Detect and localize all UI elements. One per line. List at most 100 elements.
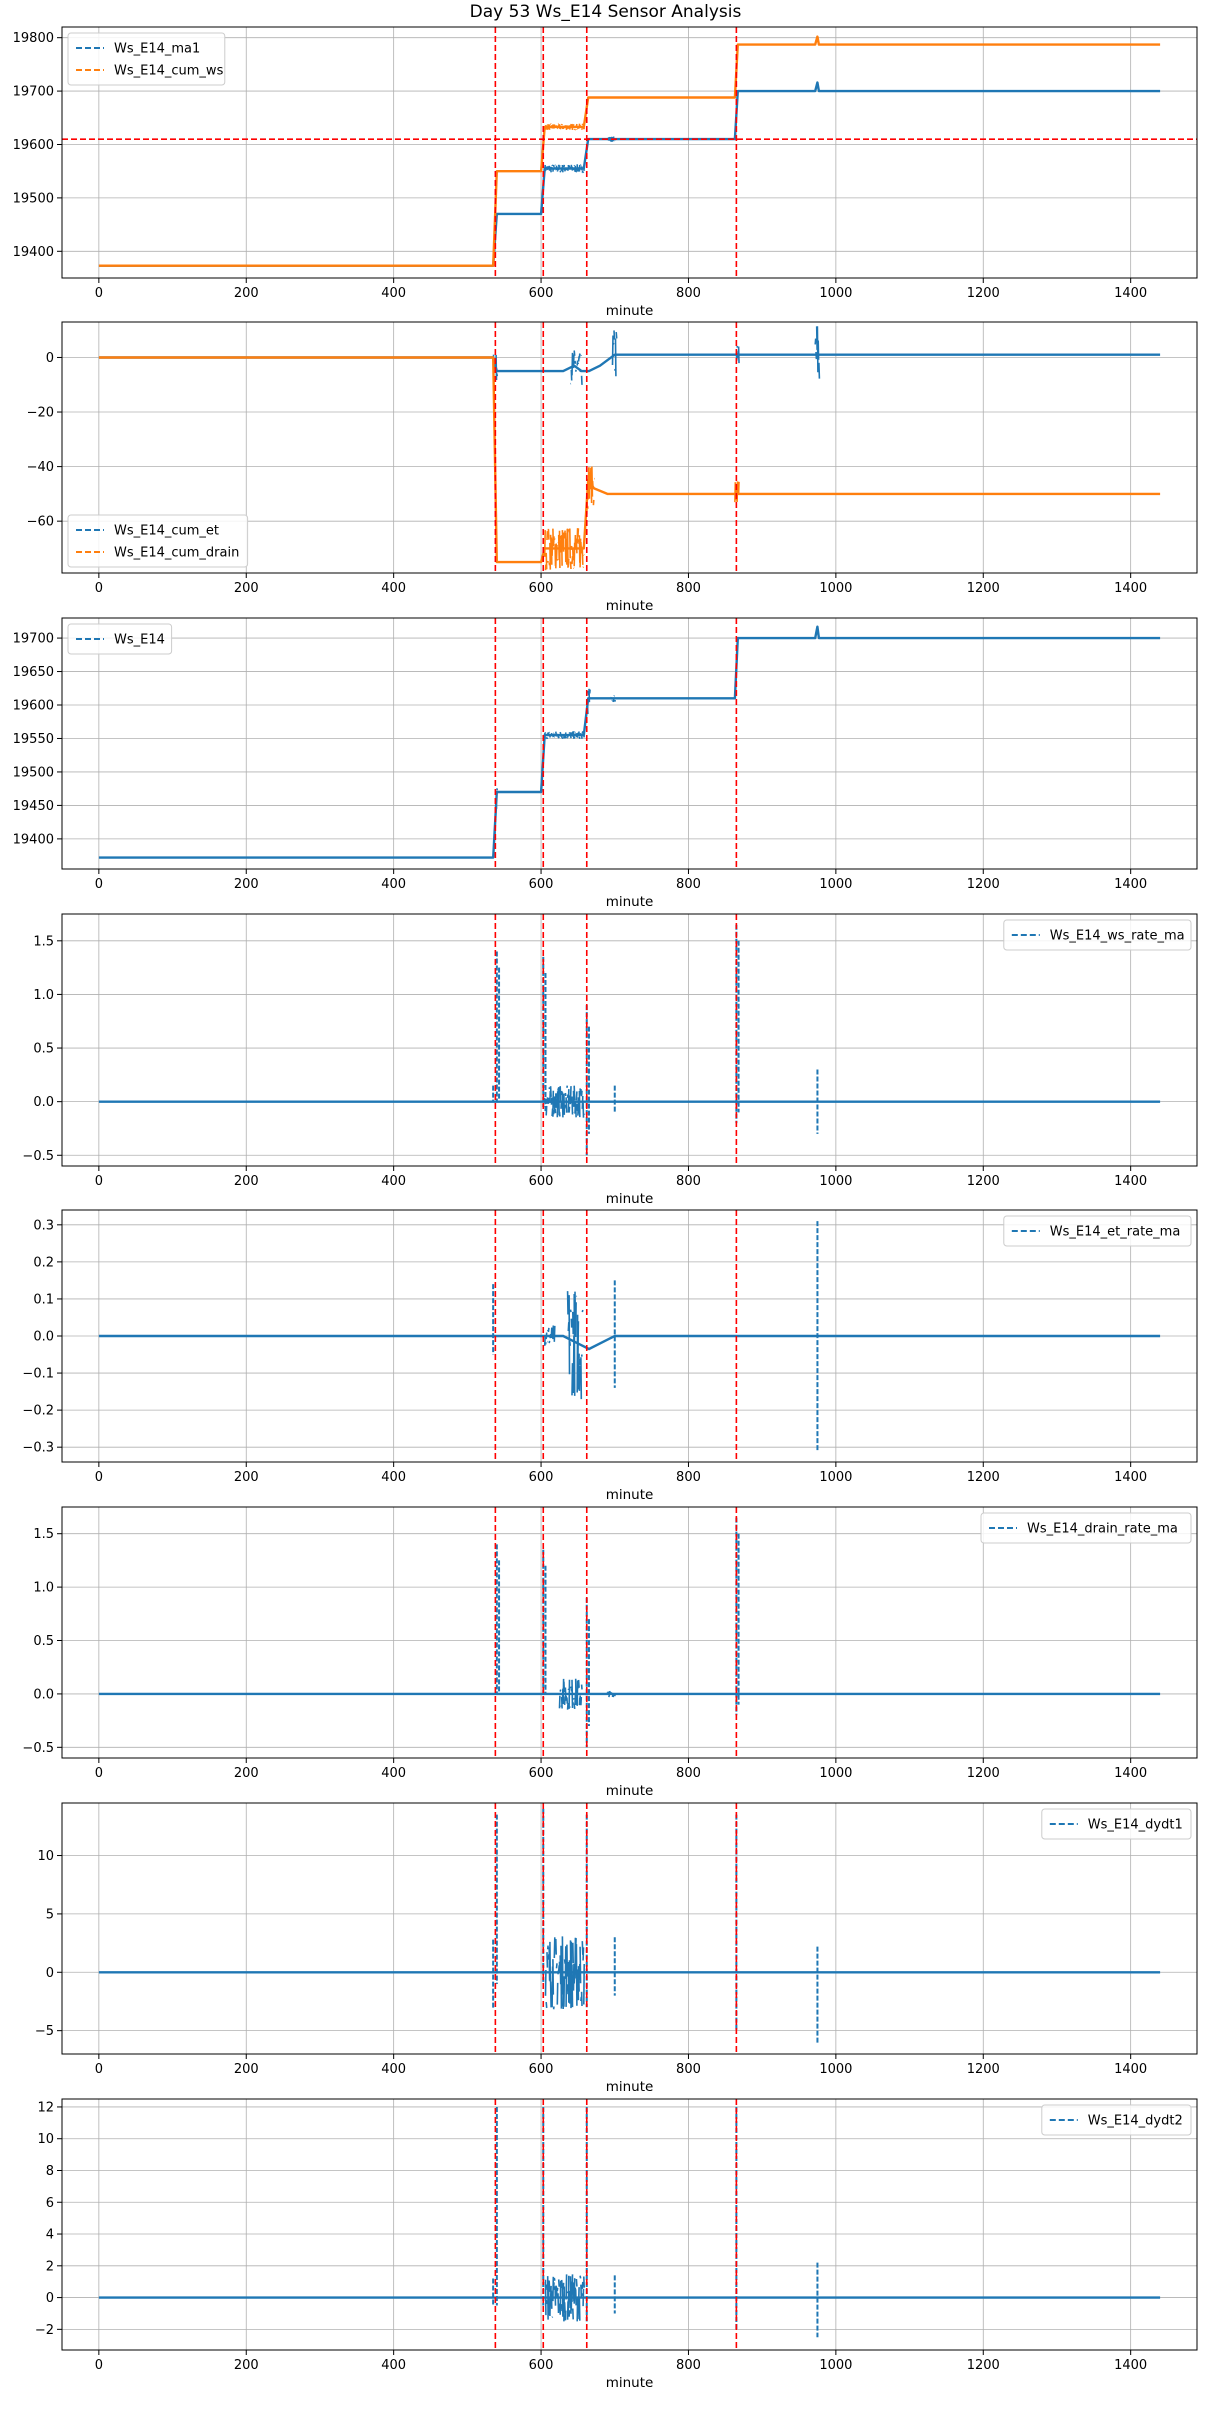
noise-band xyxy=(586,466,595,515)
legend: Ws_E14_ws_rate_ma xyxy=(1003,919,1192,951)
y-tick-label: 0.2 xyxy=(33,1255,54,1270)
y-tick-label: 19800 xyxy=(13,31,54,46)
noise-band xyxy=(558,1678,583,1710)
y-tick-label: −5 xyxy=(35,2024,54,2039)
series-Ws_E14_cum_drain xyxy=(98,356,1161,571)
x-axis-label: minute xyxy=(606,2079,654,2095)
x-tick-label: 1400 xyxy=(1114,1470,1147,1485)
x-tick-label: 1000 xyxy=(819,581,852,596)
y-tick-label: 19550 xyxy=(13,732,54,747)
noise-band xyxy=(606,1690,616,1698)
series-Ws_E14_dydt1 xyxy=(98,1808,1161,2045)
x-tick-label: 400 xyxy=(381,286,406,301)
y-tick-label: 12 xyxy=(37,2100,54,2115)
y-tick-label: 0 xyxy=(46,351,54,366)
legend-label: Ws_E14_ma1 xyxy=(114,42,200,57)
y-tick-label: 0.0 xyxy=(33,1095,54,1110)
y-tick-label: 10 xyxy=(37,1849,54,1864)
series-Ws_E14_ma1 xyxy=(98,81,1161,267)
subplot-6: 0 200 400 600 800 1000 1200 1400 −0.5 0.0 0.5 1.0 1.… xyxy=(22,1506,1198,1799)
x-tick-label: 800 xyxy=(676,581,701,596)
y-tick-label: 8 xyxy=(46,2164,54,2179)
x-tick-label: 200 xyxy=(234,581,259,596)
y-tick-label: −0.2 xyxy=(22,1404,54,1419)
x-tick-label: 400 xyxy=(381,877,406,892)
y-tick-label: 0.5 xyxy=(33,1042,54,1057)
noise-band xyxy=(543,164,585,174)
legend: Ws_E14_et_rate_ma xyxy=(1003,1215,1192,1247)
y-tick-label: 0.3 xyxy=(33,1218,54,1233)
legend-frame xyxy=(67,514,249,568)
y-tick-label: 19400 xyxy=(13,832,54,847)
x-tick-label: 1200 xyxy=(967,1470,1000,1485)
legend-frame xyxy=(1003,1215,1192,1247)
legend-frame xyxy=(1041,2104,1192,2136)
legend-label: Ws_E14 xyxy=(114,633,165,648)
x-tick-label: 800 xyxy=(676,286,701,301)
plot-area xyxy=(98,924,1161,1156)
y-tick-label: 1.0 xyxy=(33,988,54,1003)
x-axis-label: minute xyxy=(606,1783,654,1799)
axes-frame xyxy=(61,1802,1198,2055)
x-tick-label: 1400 xyxy=(1114,2062,1147,2077)
x-axis-label: minute xyxy=(606,2375,654,2391)
x-tick-label: 1400 xyxy=(1114,2358,1147,2373)
noise-band xyxy=(543,122,585,131)
x-tick-label: 0 xyxy=(95,1470,103,1485)
y-tick-label: −60 xyxy=(27,515,54,530)
x-tick-label: 1000 xyxy=(819,1470,852,1485)
subplot-7: 0 200 400 600 800 1000 1200 1400 −5 0 5 10 minute Ws_… xyxy=(35,1802,1198,2095)
noise-band xyxy=(611,330,618,377)
y-tick-label: −40 xyxy=(27,460,54,475)
series-line xyxy=(98,1334,1161,1351)
noise-band xyxy=(610,695,616,703)
y-tick-label: −0.5 xyxy=(22,1149,54,1164)
y-tick-label: 1.5 xyxy=(33,934,54,949)
x-tick-label: 800 xyxy=(676,877,701,892)
subplot-4: 0 200 400 600 800 1000 1200 1400 −0.5 0.0 0.5 1.0 1.… xyxy=(22,913,1198,1207)
x-tick-label: 400 xyxy=(381,1174,406,1189)
y-tick-label: 0.5 xyxy=(33,1634,54,1649)
legend-label: Ws_E14_cum_et xyxy=(114,524,219,539)
legend-label: Ws_E14_drain_rate_ma xyxy=(1027,1522,1178,1537)
x-tick-label: 1400 xyxy=(1114,1766,1147,1781)
x-axis-label: minute xyxy=(606,1487,654,1503)
x-tick-label: 200 xyxy=(234,2358,259,2373)
noise-band xyxy=(570,350,583,385)
x-tick-label: 800 xyxy=(676,2358,701,2373)
plot-area xyxy=(98,35,1161,267)
axes-frame xyxy=(61,913,1198,1167)
x-tick-label: 1200 xyxy=(967,2358,1000,2373)
y-tick-label: 19450 xyxy=(13,799,54,814)
y-tick-label: 0 xyxy=(46,1966,54,1981)
x-tick-label: 1000 xyxy=(819,2358,852,2373)
series-Ws_E14 xyxy=(98,625,1161,859)
y-tick-label: −0.3 xyxy=(22,1441,54,1456)
plot-area xyxy=(98,1221,1161,1451)
x-tick-label: 400 xyxy=(381,2358,406,2373)
legend-frame xyxy=(1003,919,1192,951)
y-tick-label: 19700 xyxy=(13,632,54,647)
plot-area xyxy=(98,1808,1161,2045)
y-tick-label: 0 xyxy=(46,2291,54,2306)
x-tick-label: 400 xyxy=(381,1766,406,1781)
x-tick-label: 600 xyxy=(529,1766,554,1781)
x-tick-label: 600 xyxy=(529,1470,554,1485)
series-line xyxy=(98,625,1161,859)
y-tick-label: 19400 xyxy=(13,245,54,260)
y-tick-label: 1.5 xyxy=(33,1527,54,1542)
x-tick-label: 1400 xyxy=(1114,1174,1147,1189)
x-tick-label: 0 xyxy=(95,1766,103,1781)
legend-label: Ws_E14_dydt1 xyxy=(1088,1818,1183,1833)
x-tick-label: 600 xyxy=(529,877,554,892)
legend-label: Ws_E14_dydt2 xyxy=(1088,2114,1183,2129)
series-Ws_E14_cum_et xyxy=(98,326,1161,385)
x-tick-label: 600 xyxy=(529,1174,554,1189)
x-tick-label: 400 xyxy=(381,581,406,596)
x-tick-label: 1000 xyxy=(819,2062,852,2077)
x-tick-label: 0 xyxy=(95,877,103,892)
x-tick-label: 600 xyxy=(529,2358,554,2373)
x-axis-label: minute xyxy=(606,894,654,910)
x-axis-label: minute xyxy=(606,598,654,614)
